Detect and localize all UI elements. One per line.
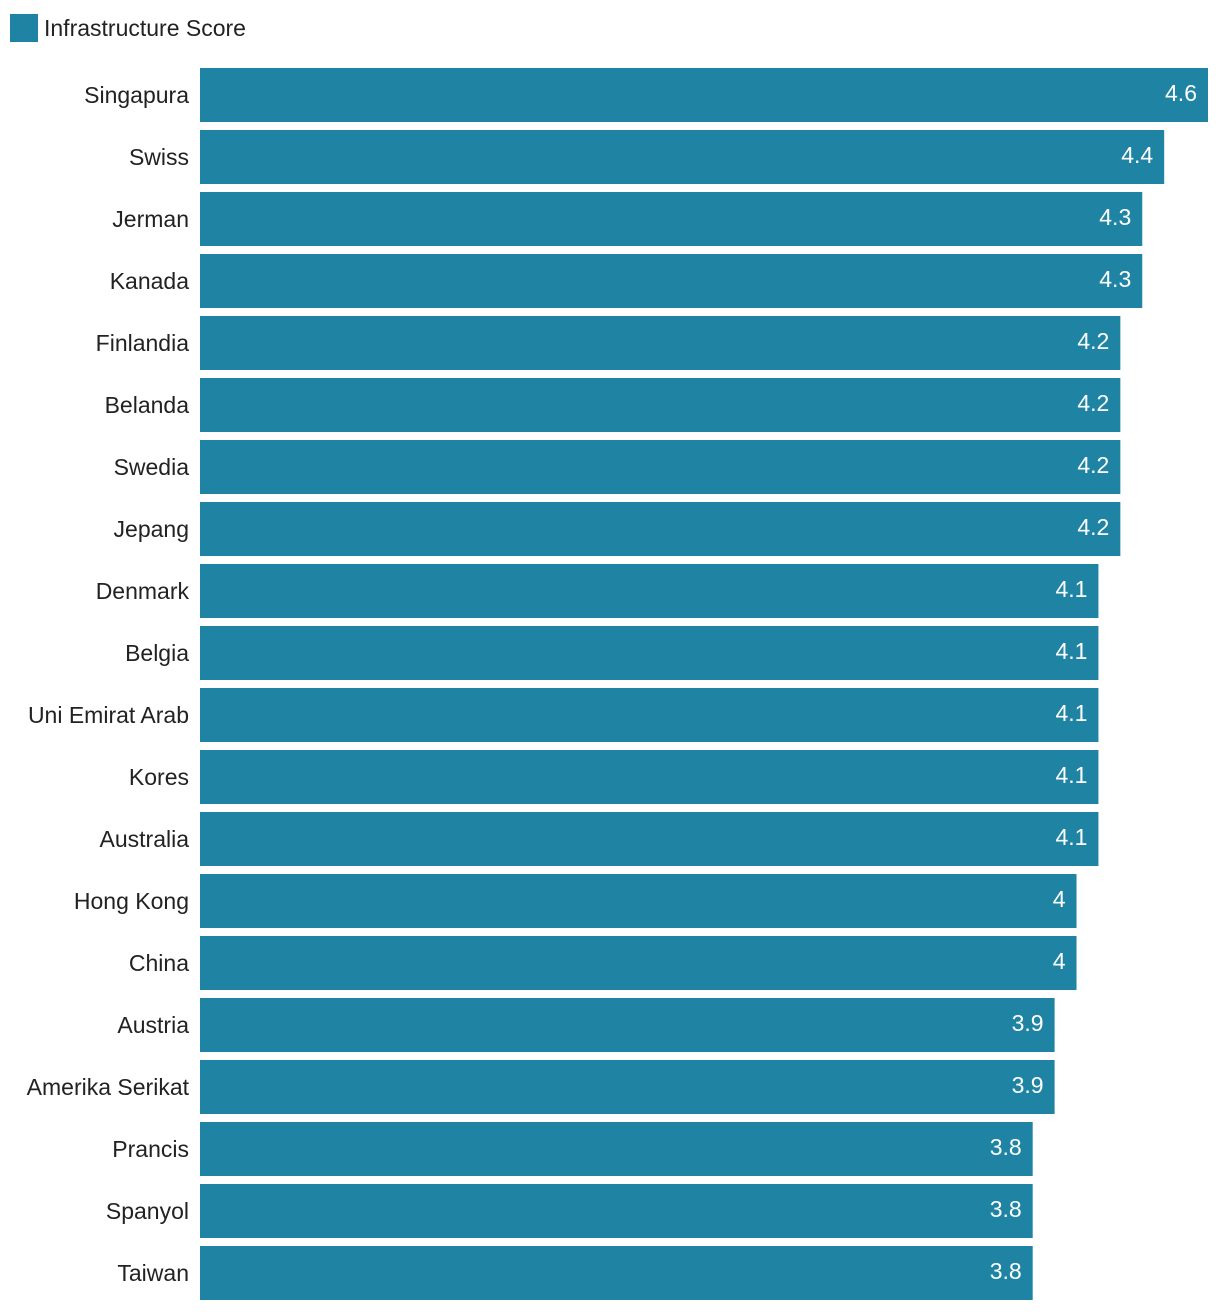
category-label: Amerika Serikat — [27, 1074, 190, 1100]
bar — [200, 316, 1121, 370]
bar-row: Taiwan 3.8 — [117, 1246, 1033, 1300]
value-label: 4.2 — [1077, 514, 1109, 540]
value-label: 4.2 — [1077, 390, 1109, 416]
category-label: Taiwan — [117, 1260, 189, 1286]
bar-row: Jerman 4.3 — [112, 192, 1143, 246]
bar-row: Kores 4.1 — [129, 750, 1099, 804]
bar — [200, 378, 1121, 432]
bar-row: Swedia 4.2 — [114, 440, 1121, 494]
bar — [200, 750, 1099, 804]
value-label: 4.3 — [1099, 266, 1131, 292]
category-label: Spanyol — [106, 1198, 189, 1224]
bar-row: Uni Emirat Arab 4.1 — [28, 688, 1099, 742]
bar-row: Belgia 4.1 — [125, 626, 1099, 680]
category-label: Singapura — [84, 82, 189, 108]
bar-row: Denmark 4.1 — [96, 564, 1099, 618]
bar-row: Austria 3.9 — [117, 998, 1055, 1052]
legend-label: Infrastructure Score — [44, 14, 246, 41]
value-label: 4 — [1053, 886, 1066, 912]
value-label: 3.8 — [990, 1196, 1022, 1222]
value-label: 4.1 — [1055, 576, 1087, 602]
bar — [200, 626, 1099, 680]
category-label: Austria — [117, 1012, 189, 1038]
value-label: 4.1 — [1055, 824, 1087, 850]
bar-row: Amerika Serikat 3.9 — [27, 1060, 1055, 1114]
bar-row: Australia 4.1 — [100, 812, 1099, 866]
bar-row: Prancis 3.8 — [112, 1122, 1033, 1176]
category-label: Denmark — [96, 578, 190, 604]
value-label: 4.3 — [1099, 204, 1131, 230]
category-label: Jepang — [114, 516, 189, 542]
value-label: 3.8 — [990, 1258, 1022, 1284]
bar — [200, 1246, 1033, 1300]
bar — [200, 130, 1165, 184]
category-label: Australia — [100, 826, 190, 852]
category-label: Belgia — [125, 640, 189, 666]
category-label: Finlandia — [96, 330, 190, 356]
bar — [200, 502, 1121, 556]
bar — [200, 688, 1099, 742]
value-label: 4.1 — [1055, 700, 1087, 726]
value-label: 4.2 — [1077, 328, 1109, 354]
value-label: 4.1 — [1055, 638, 1087, 664]
bar-row: Belanda 4.2 — [105, 378, 1121, 432]
legend-swatch — [10, 14, 38, 42]
bar — [200, 812, 1099, 866]
category-label: Uni Emirat Arab — [28, 702, 189, 728]
bar — [200, 254, 1143, 308]
category-label: Prancis — [112, 1136, 189, 1162]
bar-row: Singapura 4.6 — [84, 68, 1208, 122]
category-label: Kanada — [110, 268, 190, 294]
value-label: 4.4 — [1121, 142, 1153, 168]
category-label: China — [129, 950, 189, 976]
bar-row: China 4 — [129, 936, 1077, 990]
value-label: 4.6 — [1165, 80, 1197, 106]
bar-row: Hong Kong 4 — [74, 874, 1077, 928]
value-label: 3.9 — [1012, 1010, 1044, 1036]
bar-row: Swiss 4.4 — [129, 130, 1165, 184]
bar — [200, 440, 1121, 494]
bar-row: Kanada 4.3 — [110, 254, 1143, 308]
bar-row: Finlandia 4.2 — [96, 316, 1121, 370]
bar — [200, 998, 1055, 1052]
bar — [200, 936, 1077, 990]
legend: Infrastructure Score — [10, 14, 246, 42]
category-label: Belanda — [105, 392, 190, 418]
value-label: 3.9 — [1012, 1072, 1044, 1098]
category-label: Swiss — [129, 144, 189, 170]
bar-row: Jepang 4.2 — [114, 502, 1121, 556]
bar — [200, 564, 1099, 618]
value-label: 4.1 — [1055, 762, 1087, 788]
bar — [200, 68, 1208, 122]
value-label: 4.2 — [1077, 452, 1109, 478]
category-label: Hong Kong — [74, 888, 189, 914]
bar — [200, 874, 1077, 928]
bar — [200, 1122, 1033, 1176]
category-label: Jerman — [112, 206, 189, 232]
bar-row: Spanyol 3.8 — [106, 1184, 1033, 1238]
bar — [200, 1060, 1055, 1114]
value-label: 3.8 — [990, 1134, 1022, 1160]
category-label: Swedia — [114, 454, 190, 480]
value-label: 4 — [1053, 948, 1066, 974]
bar — [200, 1184, 1033, 1238]
bar — [200, 192, 1143, 246]
category-label: Kores — [129, 764, 189, 790]
